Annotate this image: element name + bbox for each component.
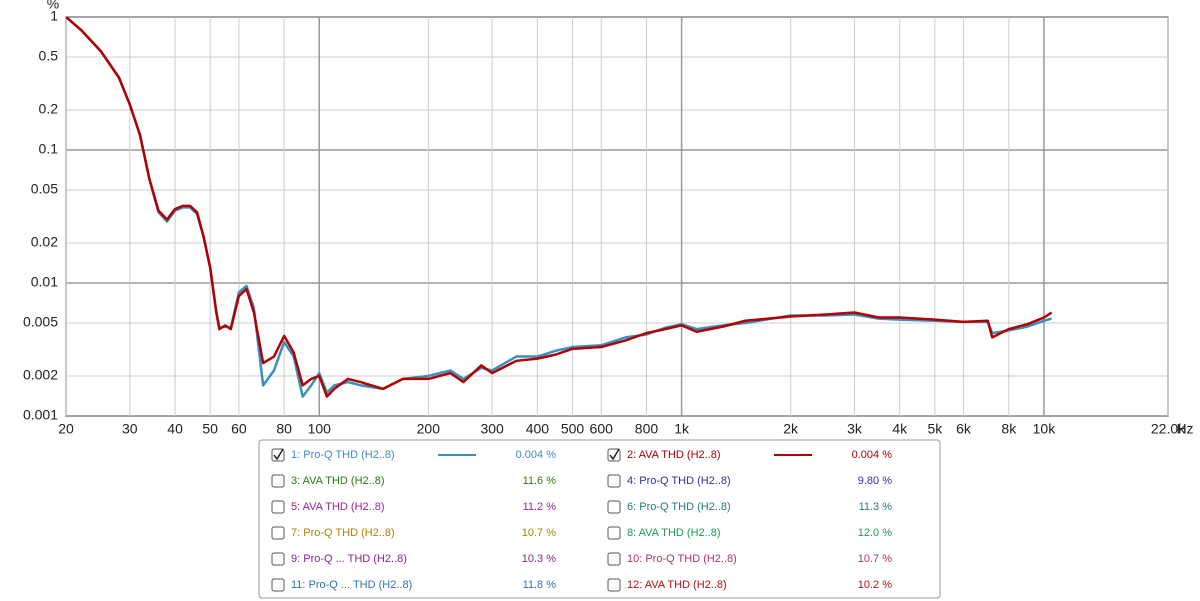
y-tick-label: 0.001 [23,407,58,423]
series-line [66,17,1052,398]
checkbox[interactable] [607,500,621,514]
series-line [66,17,1053,398]
x-tick-label: 50 [202,421,218,437]
x-tick-label: 400 [526,421,550,437]
legend-readout: 9.80 % [858,475,892,487]
y-tick-label: 0.5 [39,48,59,64]
checkmark [609,448,620,461]
legend-label[interactable]: 8: AVA THD (H2..8) [627,527,721,539]
legend-label[interactable]: 5: AVA THD (H2..8) [291,501,385,513]
y-tick-label: 0.2 [39,101,59,117]
checkbox[interactable] [607,552,621,566]
legend-readout: 11.2 % [523,501,557,513]
y-tick-label: 0.1 [39,141,59,157]
checkbox[interactable] [271,552,285,566]
x-tick-label: 800 [635,421,659,437]
y-tick-label: 0.002 [23,367,58,383]
x-tick-label: 30 [122,421,138,437]
legend-readout: 10.7 % [858,553,892,565]
legend [258,439,941,599]
x-tick-label: 20 [58,421,74,437]
legend-readout: 11.8 % [523,579,557,591]
plot-area [65,16,1169,417]
x-tick-label: 300 [480,421,504,437]
legend-label[interactable]: 12: AVA THD (H2..8) [627,579,727,591]
x-tick-label: 10k [1033,421,1057,437]
legend-label[interactable]: 3: AVA THD (H2..8) [291,475,385,487]
x-tick-label: 200 [417,421,441,437]
x-tick-label: 4k [892,421,908,437]
legend-readout: 0.004 % [852,449,893,461]
y-tick-label: 0.005 [23,314,58,330]
legend-entries: 1: Pro-Q THD (H2..8) 0.004 % 2: AVA THD (H… [271,448,893,592]
x-tick-label: 6k [956,421,972,437]
legend-label[interactable]: 7: Pro-Q THD (H2..8) [291,527,395,539]
checkmark [273,448,284,461]
x-tick-label: 80 [276,421,292,437]
x-tick-label: 40 [167,421,183,437]
x-tick-label: 1k [674,421,690,437]
legend-label[interactable]: 10: Pro-Q THD (H2..8) [627,553,737,565]
x-tick-label: 3k [847,421,863,437]
checkbox[interactable] [271,500,285,514]
x-tick-label: 22.0k [1151,421,1186,437]
y-axis-label: % [47,0,59,12]
x-tick-label: 60 [231,421,247,437]
checkbox[interactable] [271,578,285,592]
x-axis-label: Hz [1176,421,1193,437]
checkbox[interactable] [607,526,621,540]
legend-label[interactable]: 11: Pro-Q ... THD (H2..8) [291,579,412,591]
legend-readout: 10.3 % [522,553,556,565]
legend-readout: 10.7 % [522,527,556,539]
y-tick-label: 0.02 [31,234,58,250]
lines [66,17,1053,398]
checkbox[interactable] [607,474,621,488]
y-tick-label: 0.01 [31,274,58,290]
checkbox[interactable] [607,578,621,592]
legend-label[interactable]: 6: Pro-Q THD (H2..8) [627,501,731,513]
legend-readout: 11.3 % [859,501,893,513]
x-tick-label: 2k [783,421,799,437]
legend-readout: 12.0 % [858,527,892,539]
y-tick-label: 1 [50,8,58,24]
x-tick-label: 5k [927,421,943,437]
x-tick-label: 8k [1001,421,1017,437]
legend-readout: 0.004 % [516,449,557,461]
legend-label[interactable]: 2: AVA THD (H2..8) [627,449,721,461]
legend-label[interactable]: 4: Pro-Q THD (H2..8) [627,475,731,487]
y-tick-label: 0.05 [31,181,58,197]
checkbox[interactable] [271,526,285,540]
legend-label[interactable]: 9: Pro-Q ... THD (H2..8) [291,553,407,565]
x-tick-label: 600 [590,421,614,437]
legend-label[interactable]: 1: Pro-Q THD (H2..8) [291,449,395,461]
legend-readout: 11.6 % [523,475,557,487]
grid: 0.001 0.002 0.005 0.01 0.02 0.05 0.1 0.2 0.5 1 20 3… [23,8,1186,437]
x-tick-label: 500 [561,421,585,437]
checkbox[interactable] [271,474,285,488]
x-tick-label: 100 [308,421,332,437]
legend-readout: 10.2 % [858,579,892,591]
